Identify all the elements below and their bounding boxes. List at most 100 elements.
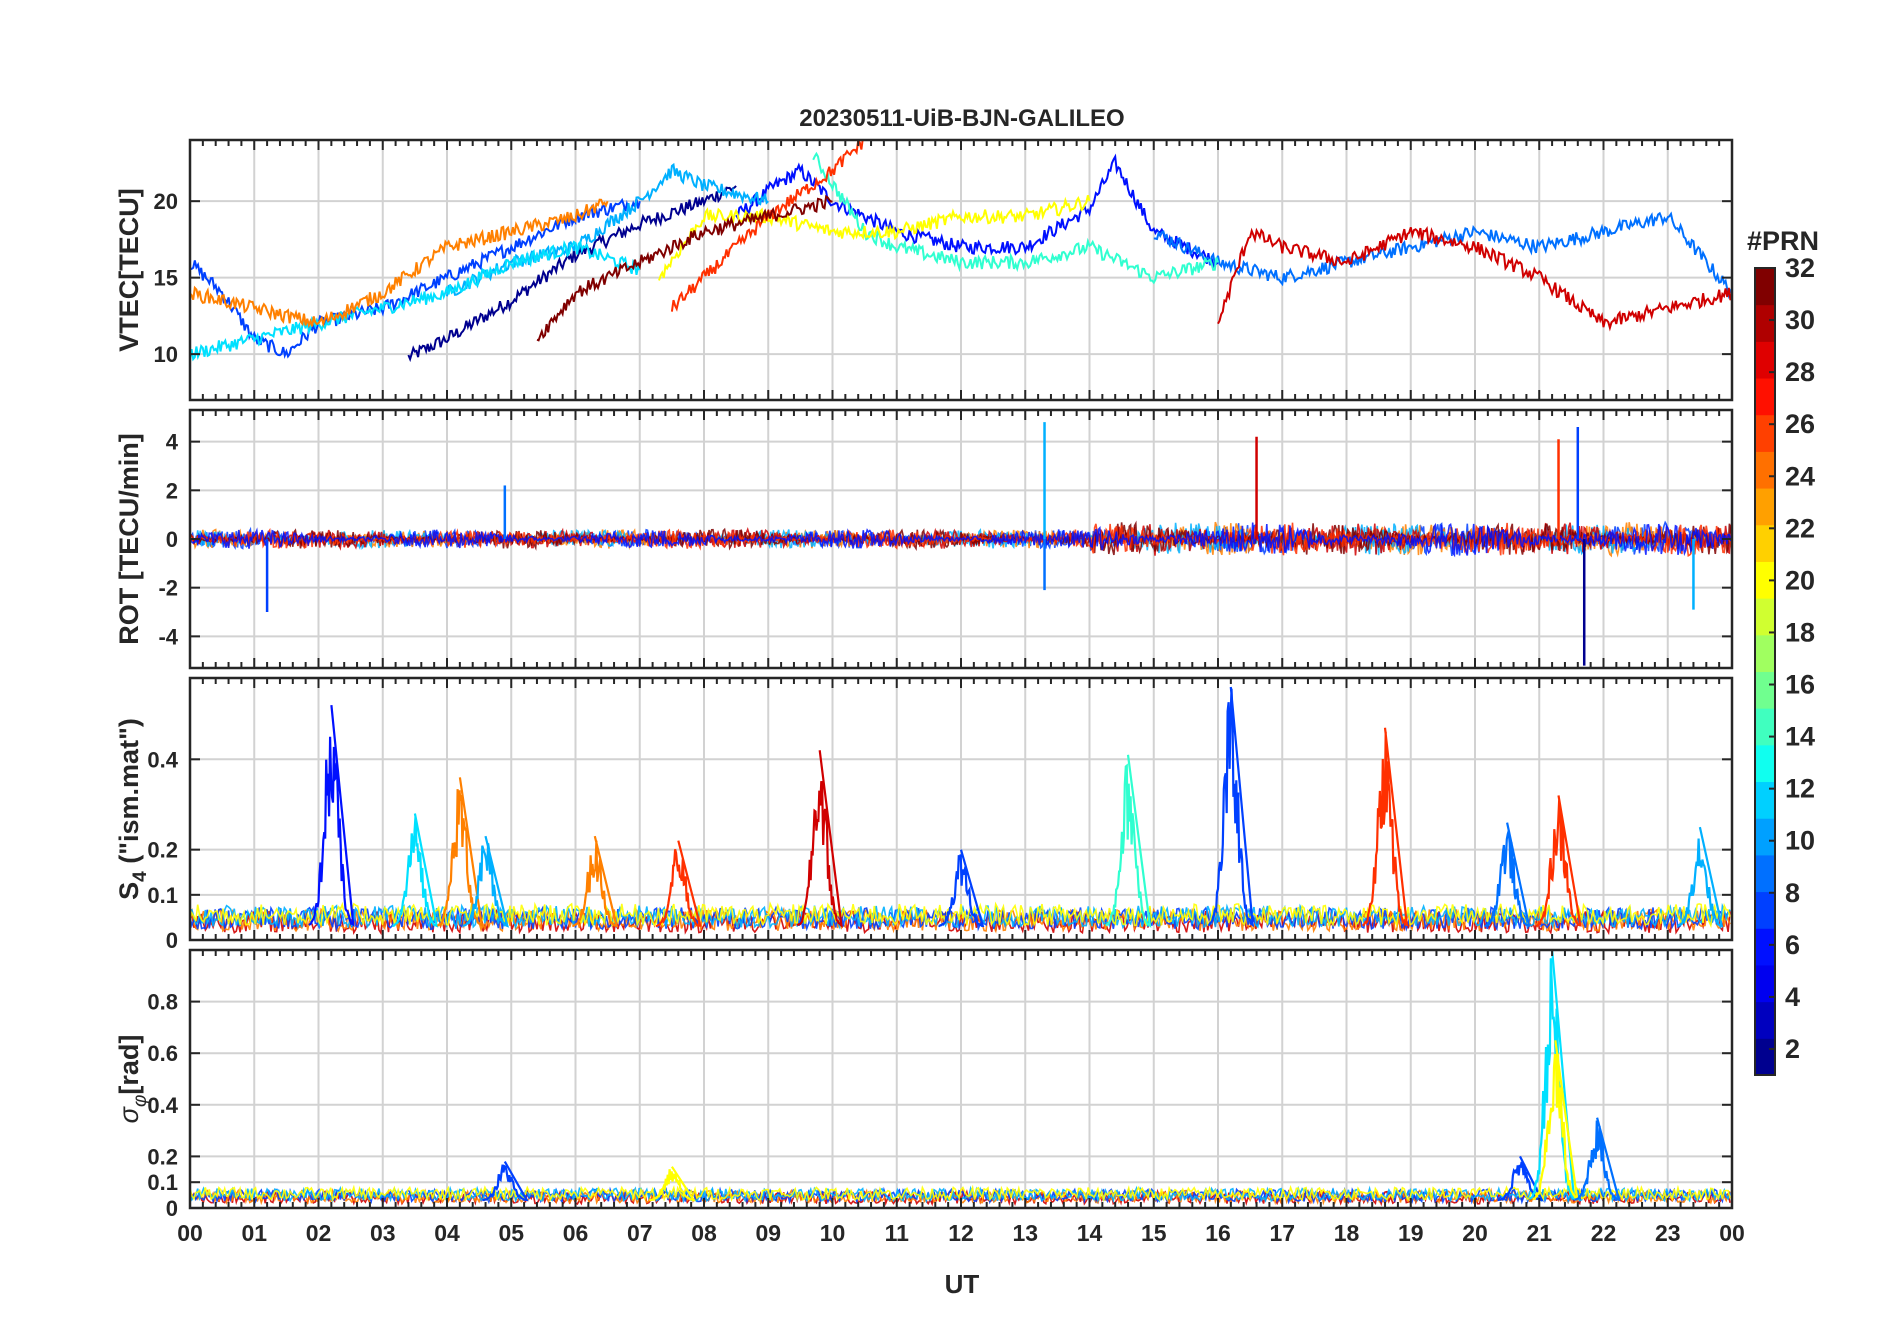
series-line xyxy=(812,151,1219,285)
y-tick-label: 0 xyxy=(166,527,178,552)
x-tick-label: 10 xyxy=(820,1220,846,1246)
colorbar-tick-label: 32 xyxy=(1785,253,1815,283)
series-line xyxy=(1217,225,1732,332)
colorbar-tick-label: 8 xyxy=(1785,878,1800,908)
peak-burst xyxy=(1362,727,1409,927)
colorbar-tick-label: 28 xyxy=(1785,357,1815,387)
peak-burst xyxy=(1532,1040,1579,1201)
x-tick-label: 17 xyxy=(1269,1220,1295,1246)
colorbar-segment xyxy=(1755,818,1775,856)
colorbar-segment xyxy=(1755,268,1775,306)
y-axis-label: σφ[rad] xyxy=(114,1035,151,1124)
colorbar-segment xyxy=(1755,708,1775,746)
y-tick-label: 2 xyxy=(166,478,178,503)
x-tick-label: 16 xyxy=(1205,1220,1231,1246)
y-label-rest: [rad] xyxy=(114,1035,144,1095)
colorbar-title: #PRN xyxy=(1747,226,1819,256)
y-tick-label: 0.1 xyxy=(147,883,178,908)
colorbar-segment xyxy=(1755,1001,1775,1039)
x-tick-label: 19 xyxy=(1398,1220,1424,1246)
y-tick-label: 0.6 xyxy=(147,1041,178,1066)
x-tick-label: 00 xyxy=(1719,1220,1745,1246)
colorbar-segment xyxy=(1755,671,1775,709)
baseline-series-line xyxy=(190,1184,1731,1203)
baseline-series-line xyxy=(190,901,1731,929)
x-tick-label: 15 xyxy=(1141,1220,1167,1246)
y-axis-label: VTEC[TECU] xyxy=(114,188,144,352)
x-tick-label: 03 xyxy=(370,1220,396,1246)
colorbar-segment xyxy=(1755,854,1775,893)
series-line xyxy=(407,185,737,363)
x-tick-label: 04 xyxy=(434,1220,460,1246)
x-tick-label: 11 xyxy=(885,1220,910,1246)
y-tick-label: 20 xyxy=(154,189,178,214)
x-tick-label: 22 xyxy=(1591,1220,1617,1246)
colorbar-tick-label: 30 xyxy=(1785,305,1815,335)
peak-burst xyxy=(482,1161,529,1202)
x-tick-label: 23 xyxy=(1655,1220,1681,1246)
colorbar-tick-label: 26 xyxy=(1785,409,1815,439)
colorbar-segment xyxy=(1755,964,1775,1003)
panel-data xyxy=(190,140,1732,363)
y-tick-label: 0.2 xyxy=(147,1144,178,1169)
colorbar-tick-label: 4 xyxy=(1785,982,1800,1012)
panel-vtec: 10 15 20 VTEC[TECU] xyxy=(114,138,1734,402)
colorbar-segment xyxy=(1755,378,1775,416)
panel-data xyxy=(190,422,1732,666)
x-tick-label: 01 xyxy=(241,1220,267,1246)
x-tick-label: 07 xyxy=(627,1220,653,1246)
peak-burst xyxy=(1104,754,1152,928)
x-tick-label: 21 xyxy=(1526,1220,1552,1246)
colorbar-tick-label: 2 xyxy=(1785,1034,1800,1064)
colorbar-segment xyxy=(1755,488,1775,526)
colorbar-segment xyxy=(1755,451,1775,489)
colorbar-tick-label: 18 xyxy=(1785,617,1815,647)
x-tick-label: 08 xyxy=(691,1220,717,1246)
x-axis-label: UT xyxy=(945,1269,980,1299)
peak-burst xyxy=(649,1166,696,1202)
colorbar-tick-label: 14 xyxy=(1785,722,1815,752)
series-line xyxy=(658,195,1091,281)
peak-burst xyxy=(1528,950,1576,1201)
panel-data xyxy=(190,686,1731,936)
y-tick-label: 4 xyxy=(166,430,179,455)
y-tick-label: 0 xyxy=(166,928,178,953)
colorbar-segment xyxy=(1755,891,1775,929)
peak-burst xyxy=(572,835,619,928)
x-tick-label: 20 xyxy=(1462,1220,1488,1246)
colorbar-segment xyxy=(1755,634,1775,672)
peak-burst xyxy=(462,835,509,928)
y-tick-label: 0.4 xyxy=(147,1093,178,1118)
colorbar-segment xyxy=(1755,414,1775,452)
peak-burst xyxy=(655,840,702,928)
y-label-main: S xyxy=(114,882,144,900)
figure-title: 20230511-UiB-BJN-GALILEO xyxy=(799,105,1124,132)
peak-burst xyxy=(1207,686,1255,928)
panel-s4: 00.10.20.4S4 ("ism.mat") xyxy=(114,676,1734,953)
y-tick-label: -4 xyxy=(158,624,178,649)
y-tick-label: 0.4 xyxy=(147,747,178,772)
colorbar-segment xyxy=(1755,561,1775,599)
y-label-sub: φ xyxy=(130,1095,151,1107)
colorbar-segment xyxy=(1755,598,1775,636)
x-tick-label: 14 xyxy=(1077,1220,1103,1246)
peak-burst xyxy=(392,813,439,928)
colorbar-tick-label: 10 xyxy=(1785,826,1815,856)
colorbar-tick-label: 24 xyxy=(1785,461,1815,491)
y-label-rest: ("ism.mat") xyxy=(114,718,144,871)
y-tick-label: 15 xyxy=(154,266,178,291)
colorbar-tick-label: 20 xyxy=(1785,565,1815,595)
peak-burst xyxy=(1677,826,1724,928)
colorbar-tick-label: 16 xyxy=(1785,670,1815,700)
y-axis-label: ROT [TECU/min] xyxy=(114,433,144,644)
y-label-main: σ xyxy=(114,1105,144,1123)
peak-burst xyxy=(1574,1117,1621,1202)
panel-sigma: 00.10.2 0.4 0.6 0.8 σφ[rad] xyxy=(114,948,1734,1221)
colorbar-segment xyxy=(1755,524,1775,562)
series-line xyxy=(190,197,641,359)
y-tick-label: 0.2 xyxy=(147,838,178,863)
x-tick-label: 00 xyxy=(177,1220,203,1246)
